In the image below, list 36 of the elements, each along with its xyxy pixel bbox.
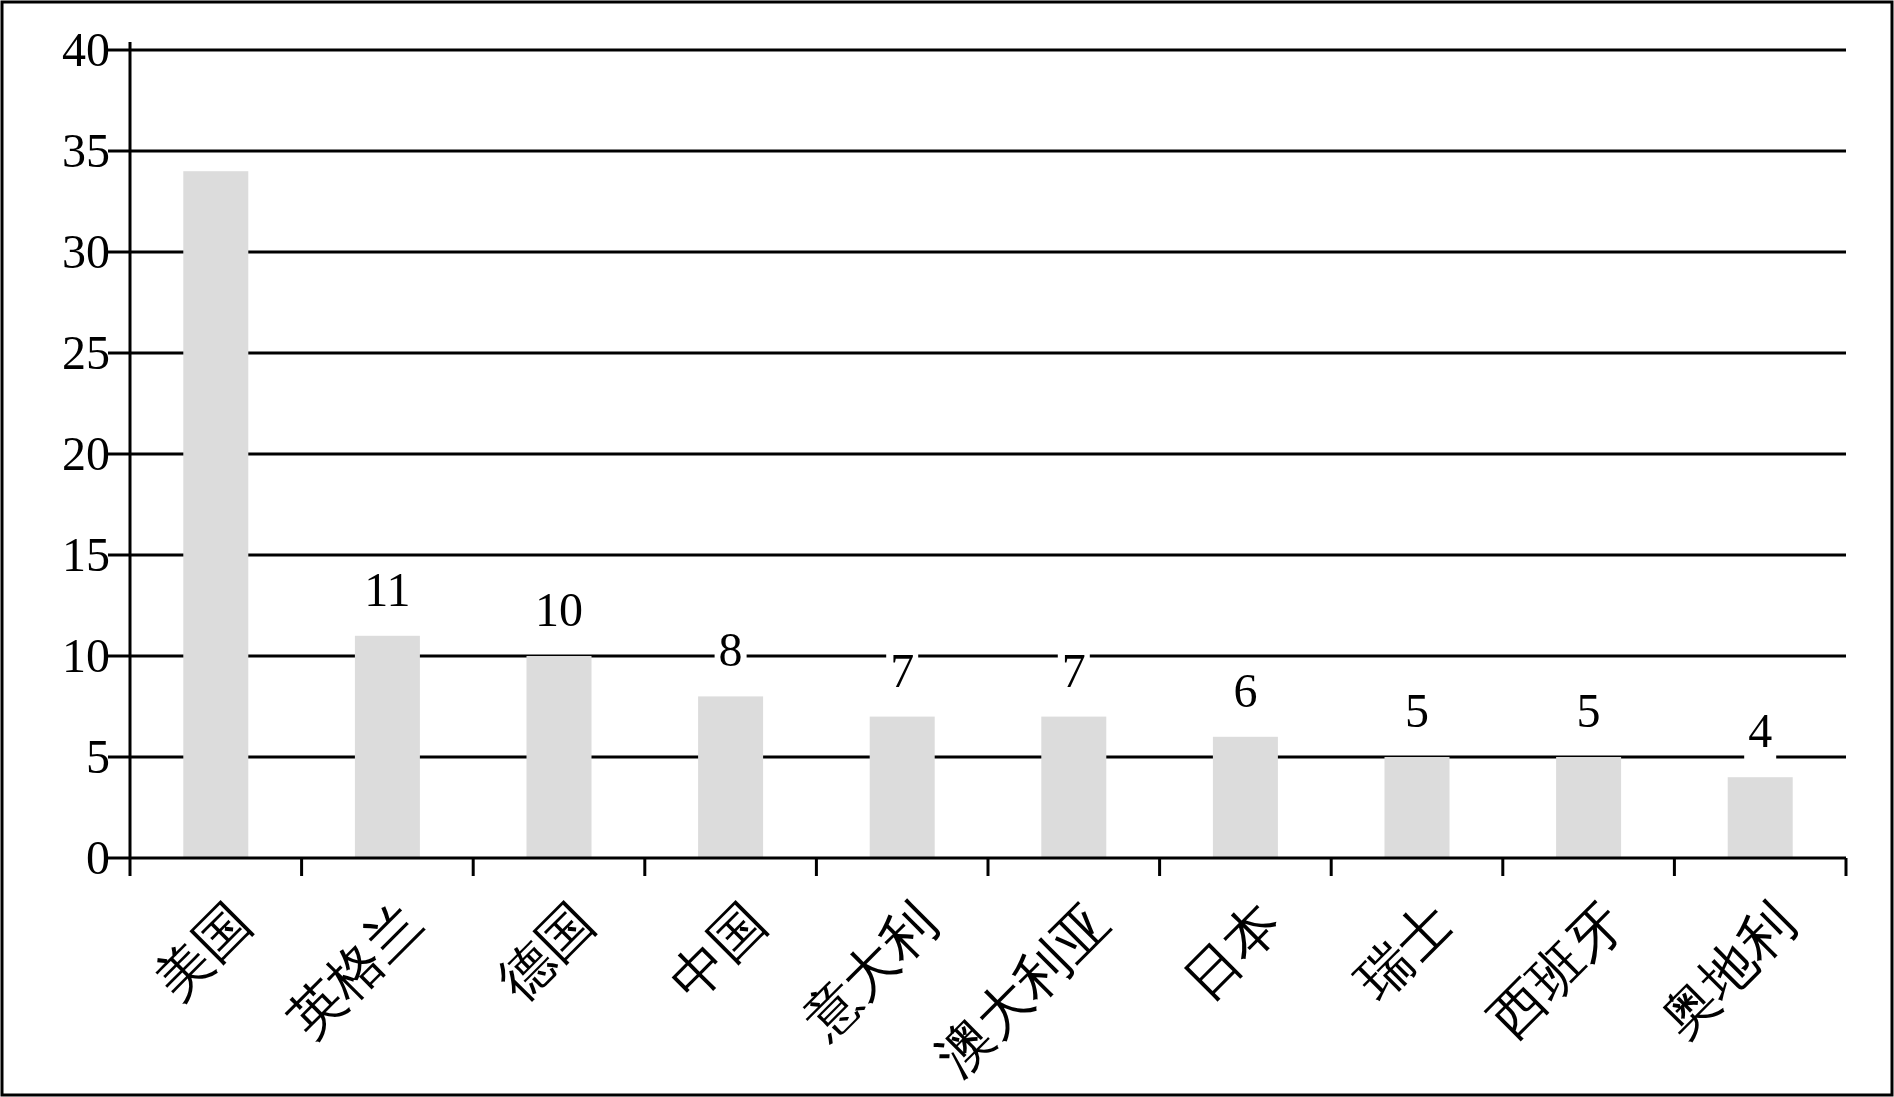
y-tick-label: 5 (86, 730, 110, 783)
y-tick-label: 10 (62, 629, 110, 682)
x-tick-label: 日本 (1171, 890, 1293, 1012)
x-tick-label: 美国 (142, 890, 264, 1012)
x-tick-label: 英格兰 (275, 890, 435, 1051)
y-tick-label: 35 (62, 124, 110, 177)
data-label: 8 (718, 623, 743, 677)
data-label: 4 (1748, 704, 1773, 758)
x-tick-label: 瑞士 (1343, 890, 1465, 1012)
bar (1384, 757, 1450, 858)
y-tick-label: 30 (62, 225, 110, 278)
bar (354, 635, 420, 858)
data-label: 6 (1233, 663, 1258, 717)
data-label: 7 (1061, 643, 1086, 697)
bar (1727, 777, 1793, 858)
y-tick-label: 20 (62, 427, 110, 480)
bar (1041, 716, 1107, 858)
data-label: 11 (364, 562, 411, 616)
bar (698, 696, 764, 858)
y-tick-label: 0 (86, 831, 110, 884)
x-tick-label: 德国 (485, 890, 607, 1012)
bar (1556, 757, 1622, 858)
bar (183, 171, 249, 858)
y-tick-label: 25 (62, 326, 110, 379)
data-label: 10 (535, 583, 583, 636)
bar (869, 716, 935, 858)
data-label: 7 (890, 643, 915, 697)
x-tick-label: 西班牙 (1476, 890, 1637, 1051)
data-label: 5 (1576, 684, 1601, 737)
y-tick-label: 15 (62, 528, 110, 581)
x-tick-label: 中国 (657, 890, 779, 1012)
data-label: 5 (1405, 684, 1429, 737)
bar (526, 656, 592, 858)
y-tick-label: 40 (62, 23, 110, 76)
bar (1212, 736, 1278, 858)
x-tick-label: 奥地利 (1648, 890, 1808, 1051)
